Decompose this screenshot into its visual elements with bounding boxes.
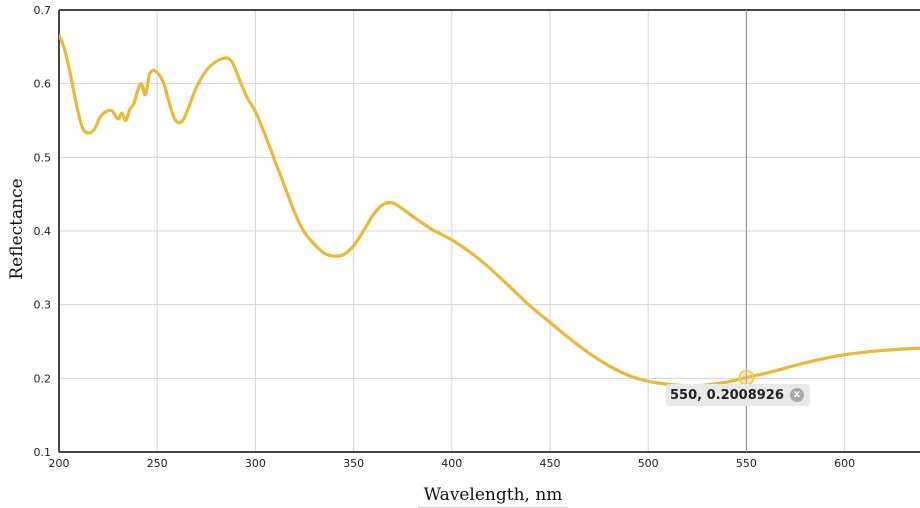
y-tick-label: 0.6 [34,78,52,91]
y-tick-label: 0.1 [34,446,52,459]
x-tick-label: 250 [147,457,168,470]
y-tick-label: 0.2 [34,372,52,385]
y-axis-label: Reflectance [7,178,27,279]
tooltip-text: 550, 0.2008926 [670,387,784,403]
x-tick-label: 300 [245,457,266,470]
x-tick-label: 500 [638,457,659,470]
x-axis-label: Wavelength, nm [424,485,563,505]
highlight-point [738,369,755,386]
x-tick-label: 600 [834,457,855,470]
y-tick-label: 0.4 [34,225,52,238]
y-tick-label: 0.5 [34,151,52,164]
x-tick-label: 450 [540,457,561,470]
x-tick-label: 400 [441,457,462,470]
tooltip-close-icon[interactable]: x [789,388,804,402]
x-tick-label: 550 [736,457,757,470]
y-tick-label: 0.7 [34,4,52,17]
tick-labels: 0.1 0.2 0.3 0.4 0.5 0.6 0.7 200 250 300 350 400 450 5… [34,4,856,470]
x-tick-label: 200 [49,457,70,470]
series-line [59,33,920,388]
x-tick-label: 350 [343,457,364,470]
axes [58,9,920,453]
series-layer [59,33,920,388]
point-tooltip: 550, 0.2008926 x [666,384,810,406]
y-tick-label: 0.3 [34,299,52,312]
